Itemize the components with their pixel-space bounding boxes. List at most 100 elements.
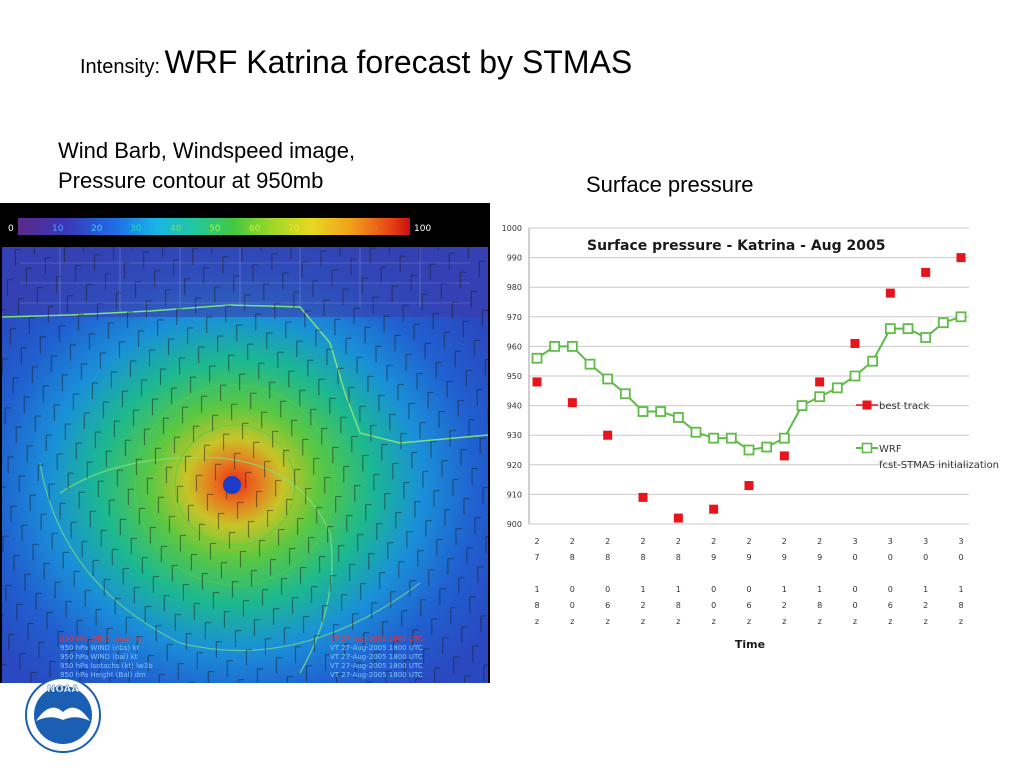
data-point (779, 451, 789, 461)
noaa-logo: NOAA (25, 677, 101, 753)
x-tick-label: 3 0 0 6 z (888, 537, 893, 626)
data-point (955, 311, 967, 323)
svg-text:0: 0 (958, 553, 963, 562)
map-legend-right-line: VT 27-Aug-2005 1800 UTC (330, 635, 423, 643)
colorbar-tick: 10 (52, 224, 64, 234)
x-tick-label: 2 8 1 8 z (676, 537, 681, 626)
data-point (725, 432, 737, 444)
svg-text:0: 0 (605, 585, 610, 594)
svg-text:0: 0 (852, 601, 857, 610)
map-legend-left-line: 950 hPa WIND (anal) kt (60, 635, 142, 643)
y-tick-label: 930 (507, 431, 522, 440)
x-tick-label: 3 0 1 8 z (958, 537, 963, 626)
map-legend-right-line: VT 27-Aug-2005 1800 UTC (330, 671, 423, 679)
svg-text:8: 8 (676, 601, 681, 610)
data-point (584, 358, 596, 370)
legend-label: WRF (879, 444, 902, 455)
colorbar-tick: 70 (288, 224, 300, 234)
svg-text:z: z (606, 617, 610, 626)
data-point (602, 373, 614, 385)
svg-text:2: 2 (782, 537, 787, 546)
data-point (708, 432, 720, 444)
svg-text:9: 9 (817, 553, 822, 562)
svg-text:6: 6 (605, 601, 610, 610)
x-tick-label: 3 0 1 2 z (923, 537, 928, 626)
colorbar-tick: 60 (249, 224, 261, 234)
svg-text:z: z (747, 617, 751, 626)
svg-text:z: z (888, 617, 892, 626)
data-point (814, 391, 826, 403)
map-panel (1, 247, 489, 683)
svg-text:z: z (924, 617, 928, 626)
x-tick-label: 2 9 0 0 z (711, 537, 716, 626)
x-tick-label: 2 8 1 2 z (640, 537, 645, 626)
svg-text:0: 0 (888, 553, 893, 562)
svg-text:8: 8 (534, 601, 539, 610)
data-point (884, 323, 896, 335)
colorbar-tick: 90 (366, 224, 378, 234)
x-tick-label: 2 9 1 2 z (782, 537, 787, 626)
svg-text:NOAA: NOAA (47, 684, 79, 695)
slide-title-main: WRF Katrina forecast by STMAS (164, 44, 633, 80)
data-point (796, 400, 808, 412)
y-tick-label: 940 (507, 402, 522, 411)
series-0 (532, 253, 966, 523)
svg-text:9: 9 (746, 553, 751, 562)
chart-title: Surface pressure - Katrina - Aug 2005 (587, 238, 886, 254)
data-point (603, 430, 613, 440)
svg-text:3: 3 (958, 537, 963, 546)
data-point (831, 382, 843, 394)
svg-text:8: 8 (817, 601, 822, 610)
svg-text:1: 1 (958, 585, 963, 594)
svg-text:8: 8 (640, 553, 645, 562)
map-legend: 950 hPa WIND (anal) kt 950 hPa WIND (obs… (60, 635, 423, 679)
svg-text:2: 2 (817, 537, 822, 546)
data-point (885, 288, 895, 298)
x-tick-label: 2 9 1 8 z (817, 537, 822, 626)
wind-map-caption: Wind Barb, Windspeed image, Pressure con… (58, 138, 356, 193)
svg-text:2: 2 (605, 537, 610, 546)
x-tick-label: 2 7 1 8 z (534, 537, 539, 626)
data-point (655, 406, 667, 417)
map-legend-left-line: 950 hPa Isotachs (kt) lw3b (60, 662, 153, 670)
chart-series (531, 253, 967, 523)
legend-item: WRF fcst-STMAS initialization (856, 442, 999, 471)
data-point (567, 398, 577, 408)
svg-text:2: 2 (746, 537, 751, 546)
colorbar-tick: 30 (130, 224, 142, 234)
svg-text:0: 0 (711, 601, 716, 610)
svg-text:0: 0 (711, 585, 716, 594)
svg-text:2: 2 (640, 537, 645, 546)
svg-text:3: 3 (852, 537, 857, 546)
data-point (744, 481, 754, 491)
colorbar-tick: 40 (170, 224, 182, 234)
data-point (761, 441, 773, 453)
y-tick-label: 1000 (502, 224, 522, 233)
map-legend-left-line: 950 hPa WIND (bal) kt (60, 653, 138, 661)
svg-text:2: 2 (570, 537, 575, 546)
svg-text:6: 6 (888, 601, 893, 610)
chart-x-axis-label: Time (735, 638, 765, 651)
svg-text:0: 0 (852, 585, 857, 594)
data-point (956, 253, 966, 263)
svg-text:0: 0 (888, 585, 893, 594)
y-tick-label: 900 (507, 520, 522, 529)
svg-text:1: 1 (817, 585, 822, 594)
y-tick-label: 920 (507, 461, 522, 470)
map-legend-right-line: VT 27-Aug-2005 1800 UTC (330, 653, 423, 661)
legend-label: fcst-STMAS initialization (879, 460, 999, 471)
data-point (531, 352, 543, 364)
svg-text:z: z (853, 617, 857, 626)
svg-text:2: 2 (640, 601, 645, 610)
svg-text:z: z (641, 617, 645, 626)
colorbar-tick: 50 (209, 224, 221, 234)
data-point (778, 432, 790, 444)
chart-legend: best track WRF fcst-STMAS initialization (856, 400, 999, 471)
y-tick-label: 910 (507, 490, 522, 499)
map-legend-left-line: 950 hPa WIND (obs) kt (60, 644, 139, 652)
svg-text:1: 1 (782, 585, 787, 594)
colorbar-tick: 0 (8, 224, 14, 234)
y-tick-label: 970 (507, 313, 522, 322)
data-point (902, 323, 914, 335)
pressure-chart-caption: Surface pressure (586, 172, 754, 197)
